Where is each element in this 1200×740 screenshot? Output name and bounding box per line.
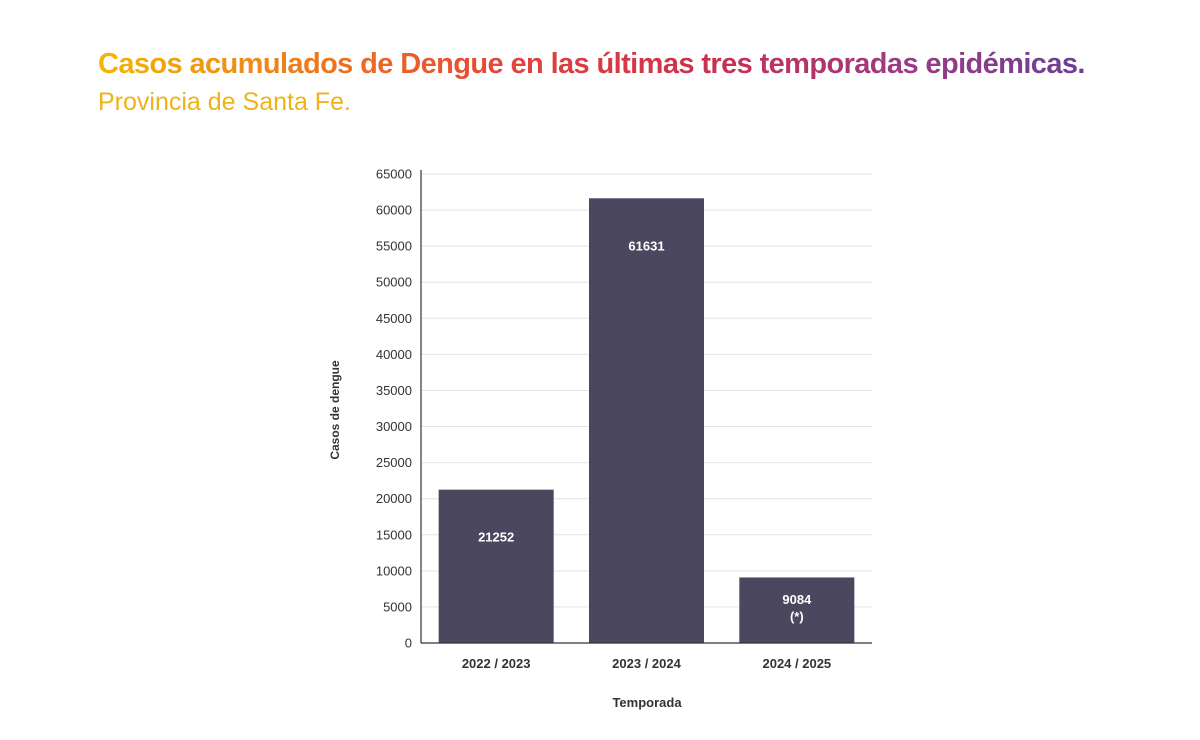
bar xyxy=(438,489,554,643)
chart-subtitle: Provincia de Santa Fe. xyxy=(98,88,351,116)
y-axis-label: Casos de dengue xyxy=(328,360,342,460)
y-tick-label: 10000 xyxy=(376,563,412,578)
x-axis-label: Temporada xyxy=(612,695,682,710)
bar xyxy=(588,198,705,643)
x-tick-label: 2022 / 2023 xyxy=(462,656,531,671)
data-labels: 21252 61631 9084 (*) xyxy=(478,238,812,624)
x-tick-label: 2024 / 2025 xyxy=(762,656,831,671)
y-tick-label: 30000 xyxy=(376,419,412,434)
y-tick-label: 55000 xyxy=(376,239,412,254)
bar xyxy=(739,577,855,643)
data-label: 61631 xyxy=(628,238,664,253)
y-tick-label: 25000 xyxy=(376,455,412,470)
x-tick-label: 2023 / 2024 xyxy=(612,656,681,671)
y-tick-label: 45000 xyxy=(376,311,412,326)
y-tick-label: 35000 xyxy=(376,383,412,398)
y-tick-label: 20000 xyxy=(376,491,412,506)
y-tick-label: 40000 xyxy=(376,347,412,362)
axes xyxy=(420,170,872,644)
x-tick-labels: 2022 / 2023 2023 / 2024 2024 / 2025 xyxy=(462,656,831,671)
bars xyxy=(438,198,855,643)
data-label: (*) xyxy=(790,609,804,624)
data-label: 21252 xyxy=(478,530,514,545)
y-tick-label: 5000 xyxy=(383,599,412,614)
y-tick-label: 15000 xyxy=(376,527,412,542)
y-tick-label: 0 xyxy=(405,636,412,651)
y-tick-label: 65000 xyxy=(376,167,412,182)
y-tick-labels: 0 5000 10000 15000 20000 25000 30000 35000 40000… xyxy=(376,167,412,651)
chart-title: Casos acumulados de Dengue en las última… xyxy=(98,48,1085,80)
y-tick-label: 50000 xyxy=(376,275,412,290)
data-label: 9084 xyxy=(782,592,812,607)
y-tick-label: 60000 xyxy=(376,203,412,218)
